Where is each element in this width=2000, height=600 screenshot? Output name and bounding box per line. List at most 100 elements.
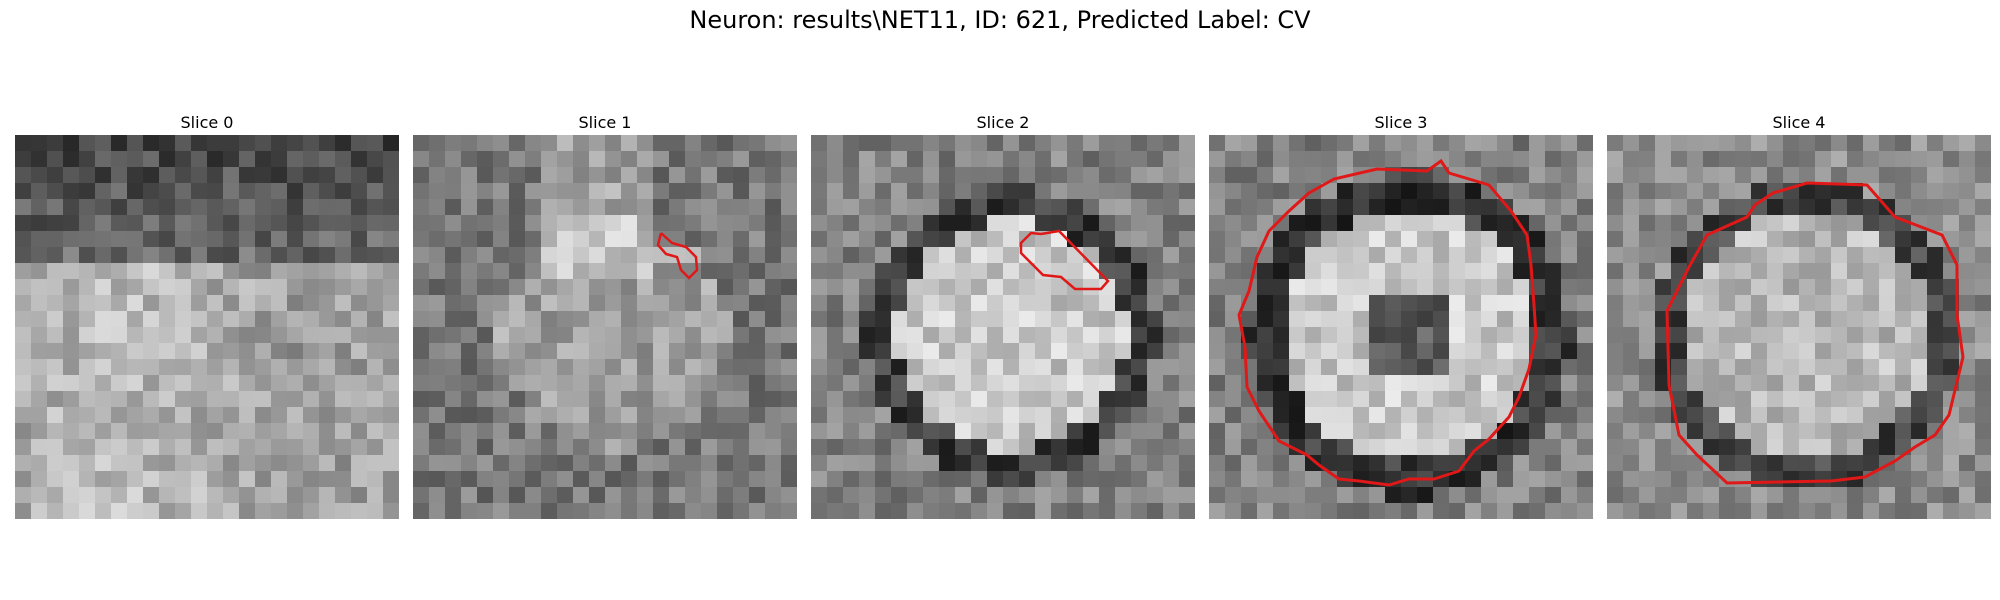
pixel	[1799, 151, 1816, 168]
pixel	[605, 183, 622, 200]
pixel	[589, 487, 606, 504]
pixel	[509, 167, 526, 184]
pixel	[1131, 343, 1148, 360]
pixel	[1767, 151, 1784, 168]
pixel	[1035, 503, 1052, 519]
pixel	[891, 247, 908, 264]
pixel	[1497, 407, 1514, 424]
pixel	[573, 135, 590, 152]
pixel	[367, 183, 384, 200]
pixel	[1751, 407, 1768, 424]
pixel	[1305, 167, 1322, 184]
pixel	[1687, 231, 1704, 248]
pixel	[1607, 439, 1624, 456]
pixel	[1083, 167, 1100, 184]
pixel	[509, 279, 526, 296]
pixel	[413, 279, 430, 296]
pixel	[765, 199, 782, 216]
pixel	[461, 151, 478, 168]
pixel	[1003, 183, 1020, 200]
pixel	[47, 503, 64, 519]
pixel	[1783, 503, 1800, 519]
pixel	[1623, 375, 1640, 392]
pixel	[653, 263, 670, 280]
pixel	[383, 391, 399, 408]
pixel	[1115, 327, 1132, 344]
pixel	[971, 247, 988, 264]
pixel	[1147, 279, 1164, 296]
pixel	[287, 247, 304, 264]
pixel	[207, 279, 224, 296]
pixel	[429, 375, 446, 392]
pixel	[1321, 311, 1338, 328]
pixel	[1003, 167, 1020, 184]
pixel	[939, 231, 956, 248]
pixel	[1513, 423, 1530, 440]
pixel	[1417, 503, 1434, 519]
pixel	[1369, 423, 1386, 440]
pixel	[1943, 199, 1960, 216]
pixel	[287, 423, 304, 440]
pixel	[1225, 279, 1242, 296]
pixel	[1545, 487, 1562, 504]
pixel	[1735, 455, 1752, 472]
pixel	[1561, 407, 1578, 424]
pixel	[685, 215, 702, 232]
pixel	[1545, 343, 1562, 360]
pixel	[1815, 311, 1832, 328]
pixel	[493, 327, 510, 344]
pixel	[477, 231, 494, 248]
pixel	[749, 359, 766, 376]
pixel	[749, 167, 766, 184]
pixel	[1449, 215, 1466, 232]
pixel	[1179, 311, 1195, 328]
pixel	[383, 263, 399, 280]
pixel	[159, 295, 176, 312]
pixel	[1035, 311, 1052, 328]
pixel	[1751, 167, 1768, 184]
pixel	[1561, 231, 1578, 248]
pixel	[1911, 327, 1928, 344]
pixel	[79, 135, 96, 152]
pixel	[1943, 471, 1960, 488]
pixel	[1417, 231, 1434, 248]
pixel	[461, 375, 478, 392]
pixel	[573, 215, 590, 232]
pixel	[207, 183, 224, 200]
pixel	[287, 135, 304, 152]
pixel	[859, 231, 876, 248]
pixel	[1465, 215, 1482, 232]
pixel	[1895, 167, 1912, 184]
pixel	[605, 151, 622, 168]
pixel	[1289, 135, 1306, 152]
pixel	[1607, 407, 1624, 424]
pixel	[445, 423, 462, 440]
pixel	[1735, 343, 1752, 360]
pixel	[95, 359, 112, 376]
pixel	[1831, 311, 1848, 328]
pixel	[1067, 279, 1084, 296]
pixel	[1687, 391, 1704, 408]
pixel	[1385, 391, 1402, 408]
pixel	[1481, 407, 1498, 424]
pixel	[271, 311, 288, 328]
pixel	[653, 423, 670, 440]
pixel	[1289, 455, 1306, 472]
pixel	[1289, 199, 1306, 216]
pixel	[175, 279, 192, 296]
pixel	[1767, 391, 1784, 408]
slice-1-image	[413, 135, 797, 519]
pixel	[1353, 327, 1370, 344]
pixel	[1975, 135, 1991, 152]
pixel	[1305, 487, 1322, 504]
pixel	[445, 439, 462, 456]
pixel	[637, 279, 654, 296]
pixel	[1321, 183, 1338, 200]
pixel	[127, 471, 144, 488]
pixel	[1751, 471, 1768, 488]
pixel	[143, 455, 160, 472]
pixel	[1577, 407, 1593, 424]
pixel	[1879, 183, 1896, 200]
pixel	[429, 135, 446, 152]
pixel	[875, 375, 892, 392]
